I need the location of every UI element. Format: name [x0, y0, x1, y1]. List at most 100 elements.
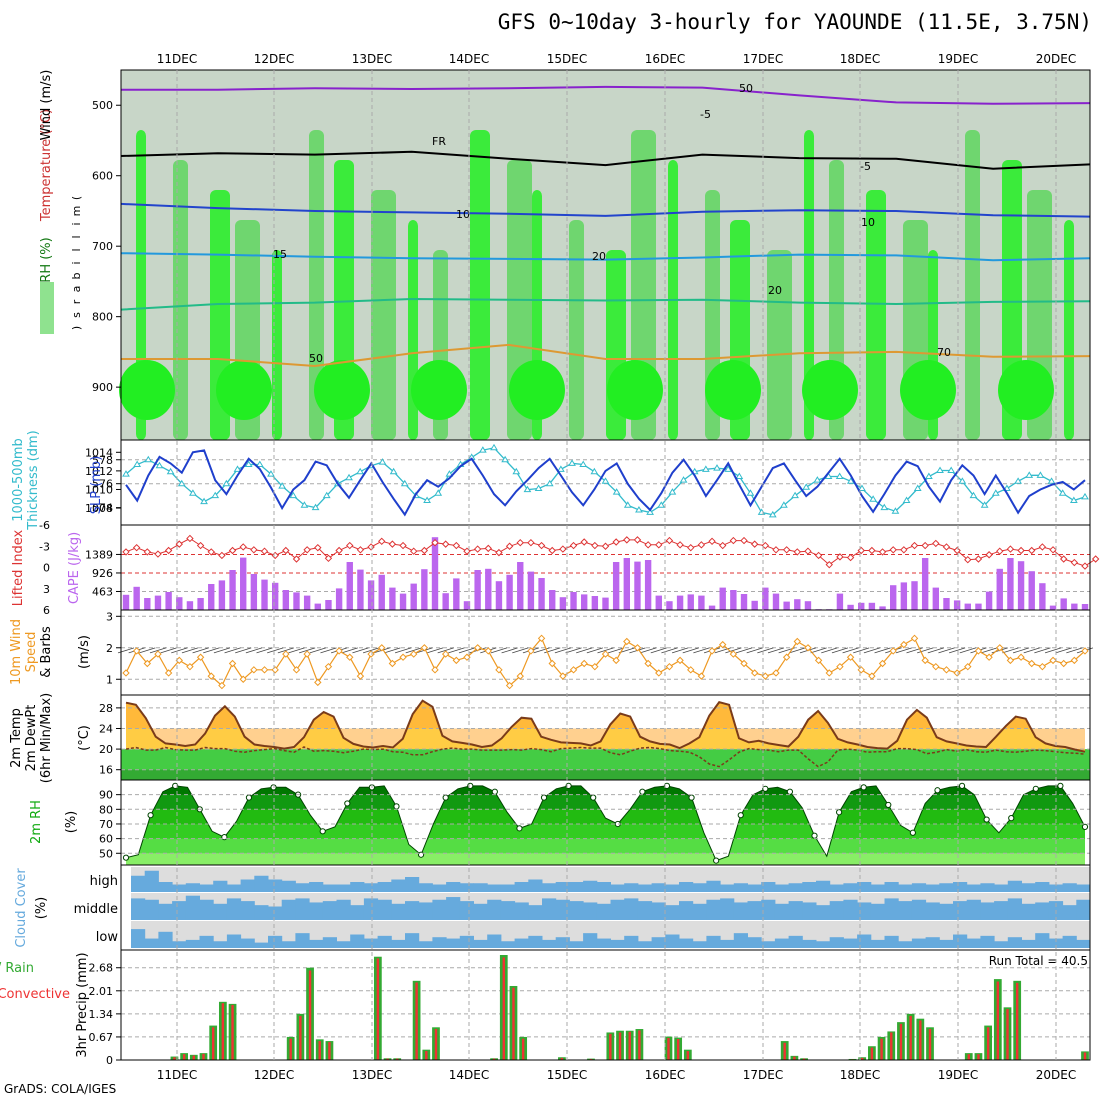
rh-point	[713, 857, 720, 864]
cloud-cell-middle	[651, 902, 666, 920]
cloud-cell-high	[870, 884, 885, 892]
cape-bar	[378, 574, 385, 610]
wind-speed-point	[473, 644, 482, 652]
cape-bar	[921, 558, 929, 610]
cloud-cell-high	[500, 884, 516, 892]
wind-speed-point	[1049, 656, 1057, 665]
wind-speed-point	[868, 672, 876, 680]
temp-line	[125, 699, 1086, 753]
wind-speed-point	[910, 634, 919, 643]
contour-label: 10	[861, 216, 875, 229]
wind-speed-point	[580, 659, 588, 668]
wind-barb	[693, 647, 710, 654]
precip-conv-bar	[211, 1027, 215, 1060]
wind-speed-point	[644, 659, 652, 668]
lifted-index-point	[964, 556, 972, 564]
cloud-cell-low	[651, 937, 666, 948]
wind-barb	[192, 647, 209, 654]
cloud-cell-middle	[1062, 905, 1077, 920]
slp-tick: 1014	[85, 446, 113, 459]
lifted-index-point	[303, 546, 311, 554]
cloud-cell-middle	[747, 901, 762, 920]
thickness-point	[523, 485, 532, 493]
cloud-cell-low	[295, 933, 310, 948]
wind-speed-point	[431, 666, 439, 674]
precip-conv-bar	[1015, 982, 1019, 1060]
cloud-cell-high	[432, 884, 447, 892]
precip-conv-bar	[977, 1054, 980, 1060]
thickness-point	[278, 482, 286, 489]
cloud-cell-low	[857, 934, 872, 948]
cloud-cell-middle	[843, 899, 858, 920]
wind-speed-point	[953, 669, 961, 677]
bottom-date-label: 17DEC	[743, 1068, 783, 1082]
thickness-point	[635, 506, 643, 513]
cloud-cell-high	[583, 880, 598, 892]
wind-speed-point	[836, 662, 844, 671]
thickness-point	[557, 465, 565, 472]
lifted-index-point	[825, 560, 833, 569]
rh-point	[221, 834, 228, 841]
cloud-cell-low	[172, 941, 187, 948]
contour-label: 20	[592, 250, 606, 263]
cloud-cell-high	[733, 883, 748, 892]
wind-tick: 3	[106, 610, 113, 623]
cloud-cell-low	[747, 937, 762, 948]
cape-bar	[133, 586, 140, 610]
thickness-point	[133, 460, 142, 468]
cloud-label: Cloud Cover	[14, 868, 29, 948]
precip-tick: 0.67	[89, 1031, 114, 1044]
lifted-index-point	[356, 546, 365, 554]
cloud-cell-low	[994, 941, 1009, 948]
precip-conv-bar	[802, 1058, 806, 1060]
lifted-index-point	[580, 538, 588, 546]
thickness-point	[869, 495, 878, 502]
cloud-cell-low	[939, 939, 954, 948]
cloud-cell-low	[487, 934, 502, 948]
wind-speed-point	[335, 647, 343, 655]
cloud-cell-high	[309, 882, 324, 892]
wind-speed-point	[782, 653, 791, 661]
cloud-cell-middle	[500, 901, 516, 920]
cloud-cell-low	[966, 938, 981, 948]
cape-bar	[549, 590, 556, 610]
cape-bar	[953, 600, 961, 610]
contour-label: 50	[739, 82, 753, 95]
cloud-cell-high	[884, 882, 899, 892]
contour-label: 50	[309, 352, 323, 365]
cape-bar	[644, 560, 652, 610]
cape-bar	[506, 574, 513, 610]
thickness-point	[311, 503, 320, 511]
precip-conv-bar	[299, 1015, 302, 1060]
cape-bar	[1071, 603, 1078, 610]
rh-blob	[998, 360, 1054, 420]
lifted-index-point	[857, 546, 865, 555]
cloud-cell-high	[528, 879, 543, 892]
cloud-cell-middle	[226, 898, 242, 920]
cape-bar	[367, 580, 375, 610]
cloud-cell-middle	[459, 901, 474, 920]
cape-bar	[165, 592, 172, 610]
wind-speed-point	[505, 681, 514, 690]
wind-label-2: & Barbs	[39, 626, 54, 678]
rh-blob	[900, 360, 956, 420]
temp-tick: 20	[99, 743, 113, 756]
millibars-char: )	[70, 326, 83, 330]
temp-tick: 24	[99, 722, 113, 735]
millibars-char: m	[70, 206, 83, 217]
wind-barb	[1066, 647, 1083, 654]
cloud-cell-middle	[295, 898, 310, 920]
cape-bar	[421, 569, 428, 610]
thickness-point	[735, 472, 744, 480]
cape-bar	[442, 593, 449, 610]
precip-tick: 1.34	[89, 1008, 114, 1021]
lifted-index-point	[516, 539, 524, 547]
wind-label-0: 10m Wind	[9, 619, 24, 685]
temp-unit: (°C)	[77, 725, 92, 751]
cape-bar	[858, 602, 865, 610]
cape-bar	[208, 584, 215, 610]
thickness-point	[177, 479, 186, 487]
wind-barb	[1023, 647, 1040, 654]
wind-speed-point	[143, 659, 152, 668]
wind-barb	[608, 647, 625, 654]
